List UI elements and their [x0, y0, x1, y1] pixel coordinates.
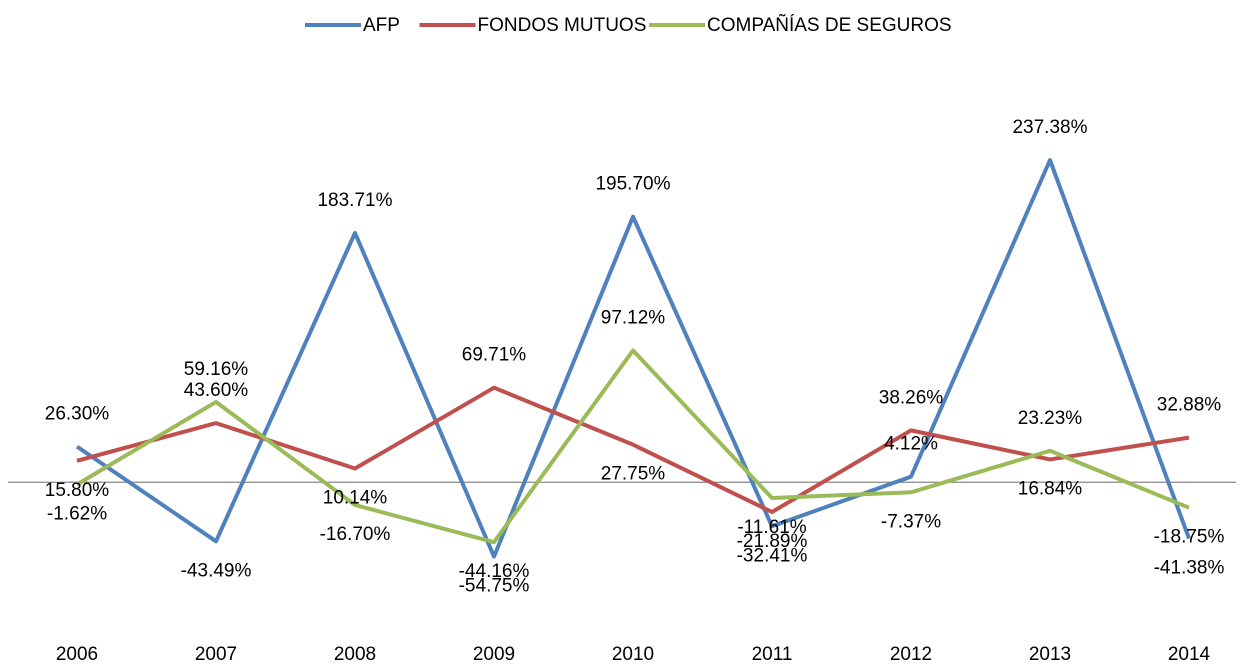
- data-label: -11.61%: [737, 517, 806, 538]
- x-tick-label: 2010: [612, 644, 654, 664]
- data-label: 4.12%: [884, 434, 938, 455]
- data-label: -44.16%: [459, 561, 530, 582]
- x-tick-label: 2013: [1029, 644, 1071, 664]
- x-tick-label: 2009: [473, 644, 515, 664]
- data-label: -16.70%: [320, 524, 391, 545]
- data-label: 38.26%: [879, 387, 944, 408]
- data-label: 183.71%: [317, 190, 392, 211]
- x-tick-label: 2012: [890, 644, 932, 664]
- data-label: 43.60%: [184, 380, 249, 401]
- x-tick-label: 2006: [56, 644, 98, 664]
- data-label: -43.49%: [181, 560, 252, 581]
- data-label: -21.89%: [737, 531, 808, 552]
- x-tick-label: 2007: [195, 644, 237, 664]
- data-label: 237.38%: [1012, 117, 1087, 138]
- data-label: 15.80%: [45, 480, 110, 501]
- data-label: 195.70%: [595, 174, 670, 195]
- x-tick-label: 2011: [752, 644, 793, 664]
- data-label: -7.37%: [881, 511, 941, 532]
- x-tick-label: 2014: [1168, 644, 1211, 664]
- data-label: -1.62%: [47, 503, 107, 524]
- data-label: 97.12%: [601, 307, 666, 328]
- series-line: [75, 348, 1190, 545]
- data-label: -54.75%: [459, 576, 530, 597]
- x-tick-label: 2008: [334, 644, 376, 664]
- data-label: -32.41%: [737, 545, 808, 566]
- legend-label: AFP: [363, 15, 400, 36]
- data-label: 10.14%: [323, 488, 388, 509]
- data-label: 27.75%: [601, 464, 666, 485]
- legend-label: FONDOS MUTUOS: [478, 15, 647, 36]
- data-label: 23.23%: [1018, 408, 1083, 429]
- legend: AFP FONDOS MUTUOS COMPAÑÍAS DE SEGUROS: [305, 14, 952, 36]
- data-label: 16.84%: [1018, 478, 1083, 499]
- data-label: 69.71%: [462, 345, 527, 366]
- data-label: 32.88%: [1157, 395, 1222, 416]
- data-label: 26.30%: [45, 404, 110, 425]
- data-label: -18.75%: [1154, 527, 1225, 548]
- data-label: -41.38%: [1154, 557, 1225, 578]
- data-label: 59.16%: [184, 359, 249, 380]
- legend-label: COMPAÑÍAS DE SEGUROS: [707, 14, 952, 36]
